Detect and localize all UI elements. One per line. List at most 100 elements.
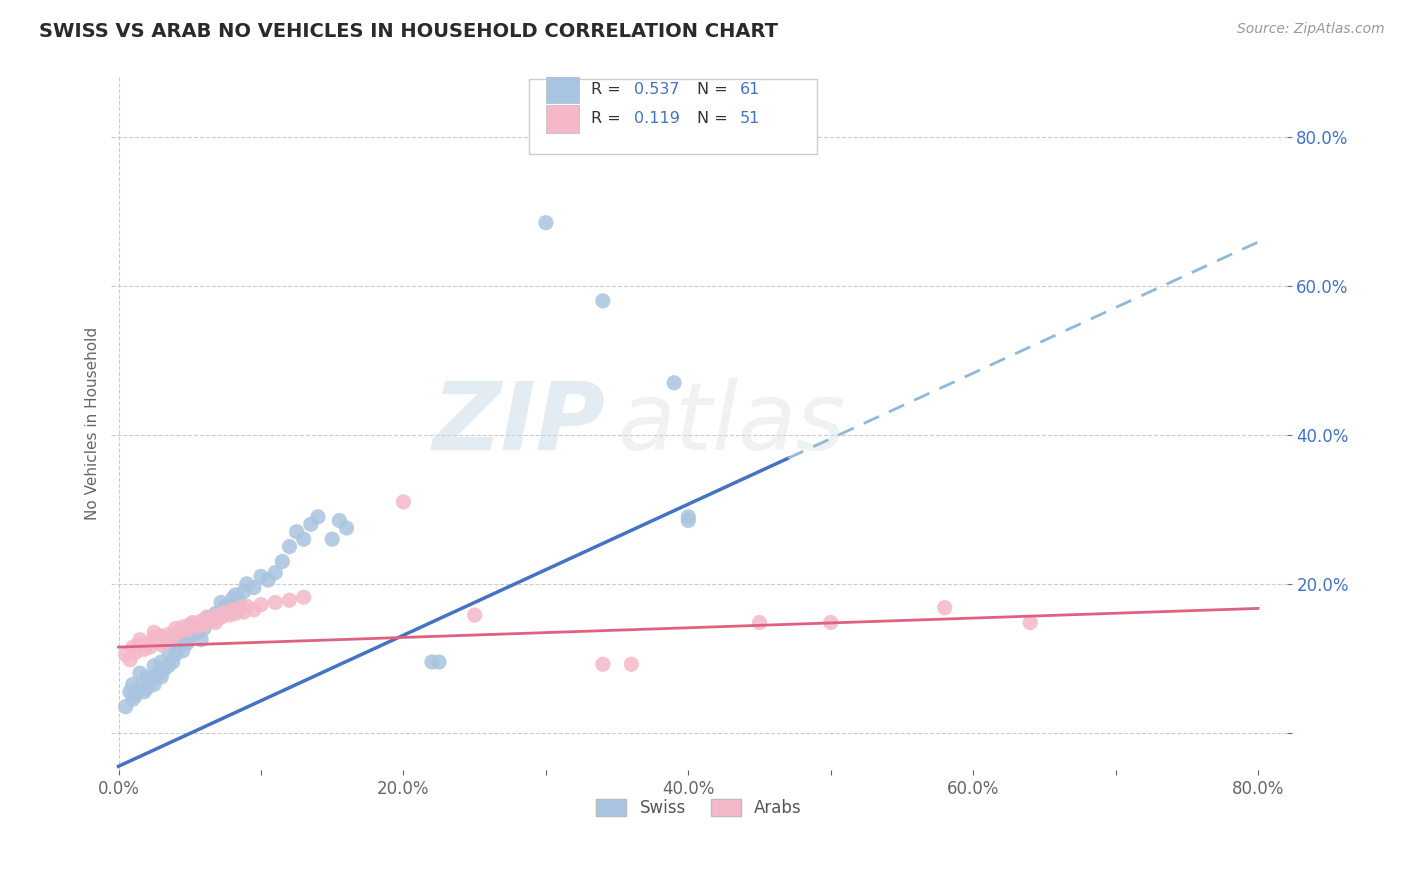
Point — [200, 614, 222, 628]
Point — [153, 632, 176, 647]
Point — [235, 577, 257, 591]
Text: R =: R = — [591, 112, 631, 127]
Point — [264, 595, 287, 609]
Point — [167, 625, 190, 640]
Point — [157, 644, 180, 658]
Point — [214, 599, 236, 614]
Point — [464, 608, 486, 623]
Point — [292, 591, 315, 605]
Point — [232, 605, 254, 619]
Point — [235, 599, 257, 614]
Point — [150, 655, 173, 669]
Point — [278, 593, 301, 607]
Point — [153, 663, 176, 677]
Point — [534, 216, 557, 230]
Point — [748, 615, 770, 630]
Point — [228, 595, 250, 609]
Point — [165, 632, 187, 647]
Point — [165, 648, 187, 662]
Point — [190, 614, 212, 628]
Point — [1019, 615, 1042, 630]
Point — [221, 603, 243, 617]
Point — [118, 685, 141, 699]
Point — [190, 632, 212, 647]
Point — [134, 642, 156, 657]
FancyBboxPatch shape — [546, 75, 579, 103]
Point — [307, 509, 329, 524]
Point — [162, 631, 184, 645]
Text: atlas: atlas — [617, 378, 845, 469]
Point — [186, 625, 208, 640]
Point — [176, 623, 198, 637]
Point — [134, 685, 156, 699]
Point — [172, 644, 194, 658]
Point — [179, 617, 201, 632]
Point — [143, 677, 166, 691]
Point — [250, 569, 273, 583]
Y-axis label: No Vehicles in Household: No Vehicles in Household — [86, 327, 100, 520]
Point — [172, 620, 194, 634]
Point — [136, 636, 159, 650]
Point — [129, 681, 152, 695]
Point — [420, 655, 443, 669]
Point — [176, 636, 198, 650]
Point — [193, 622, 215, 636]
Text: ZIP: ZIP — [432, 377, 605, 470]
Point — [143, 625, 166, 640]
Point — [195, 610, 218, 624]
Point — [678, 514, 700, 528]
Point — [204, 615, 226, 630]
Point — [207, 610, 229, 624]
Point — [150, 629, 173, 643]
Point — [181, 617, 204, 632]
Point — [250, 598, 273, 612]
Text: SWISS VS ARAB NO VEHICLES IN HOUSEHOLD CORRELATION CHART: SWISS VS ARAB NO VEHICLES IN HOUSEHOLD C… — [39, 22, 779, 41]
Point — [121, 677, 143, 691]
Point — [148, 666, 170, 681]
Point — [200, 613, 222, 627]
Text: 0.119: 0.119 — [634, 112, 681, 127]
Point — [285, 524, 308, 539]
Point — [218, 603, 240, 617]
Point — [328, 514, 350, 528]
Point — [209, 595, 232, 609]
Point — [243, 603, 266, 617]
Point — [232, 584, 254, 599]
Point — [218, 608, 240, 623]
Point — [181, 615, 204, 630]
Point — [271, 554, 294, 568]
Point — [292, 532, 315, 546]
Legend: Swiss, Arabs: Swiss, Arabs — [589, 792, 808, 824]
FancyBboxPatch shape — [529, 78, 817, 153]
Point — [121, 640, 143, 654]
Point — [620, 657, 643, 672]
Point — [678, 509, 700, 524]
Point — [165, 622, 187, 636]
Text: Source: ZipAtlas.com: Source: ZipAtlas.com — [1237, 22, 1385, 37]
Point — [592, 293, 614, 308]
Point — [193, 617, 215, 632]
Point — [264, 566, 287, 580]
Point — [121, 692, 143, 706]
Point — [148, 635, 170, 649]
Text: R =: R = — [591, 82, 626, 96]
Point — [221, 591, 243, 606]
Point — [204, 607, 226, 621]
Point — [209, 610, 232, 624]
Text: 61: 61 — [740, 82, 761, 96]
Point — [820, 615, 842, 630]
Point — [129, 666, 152, 681]
Point — [228, 600, 250, 615]
Point — [150, 638, 173, 652]
Point — [392, 495, 415, 509]
Point — [139, 640, 162, 654]
Point — [186, 620, 208, 634]
Point — [114, 648, 136, 662]
Point — [335, 521, 357, 535]
Point — [592, 657, 614, 672]
Text: N =: N = — [696, 112, 733, 127]
Point — [257, 573, 280, 587]
Point — [139, 673, 162, 688]
Point — [662, 376, 685, 390]
Point — [162, 655, 184, 669]
